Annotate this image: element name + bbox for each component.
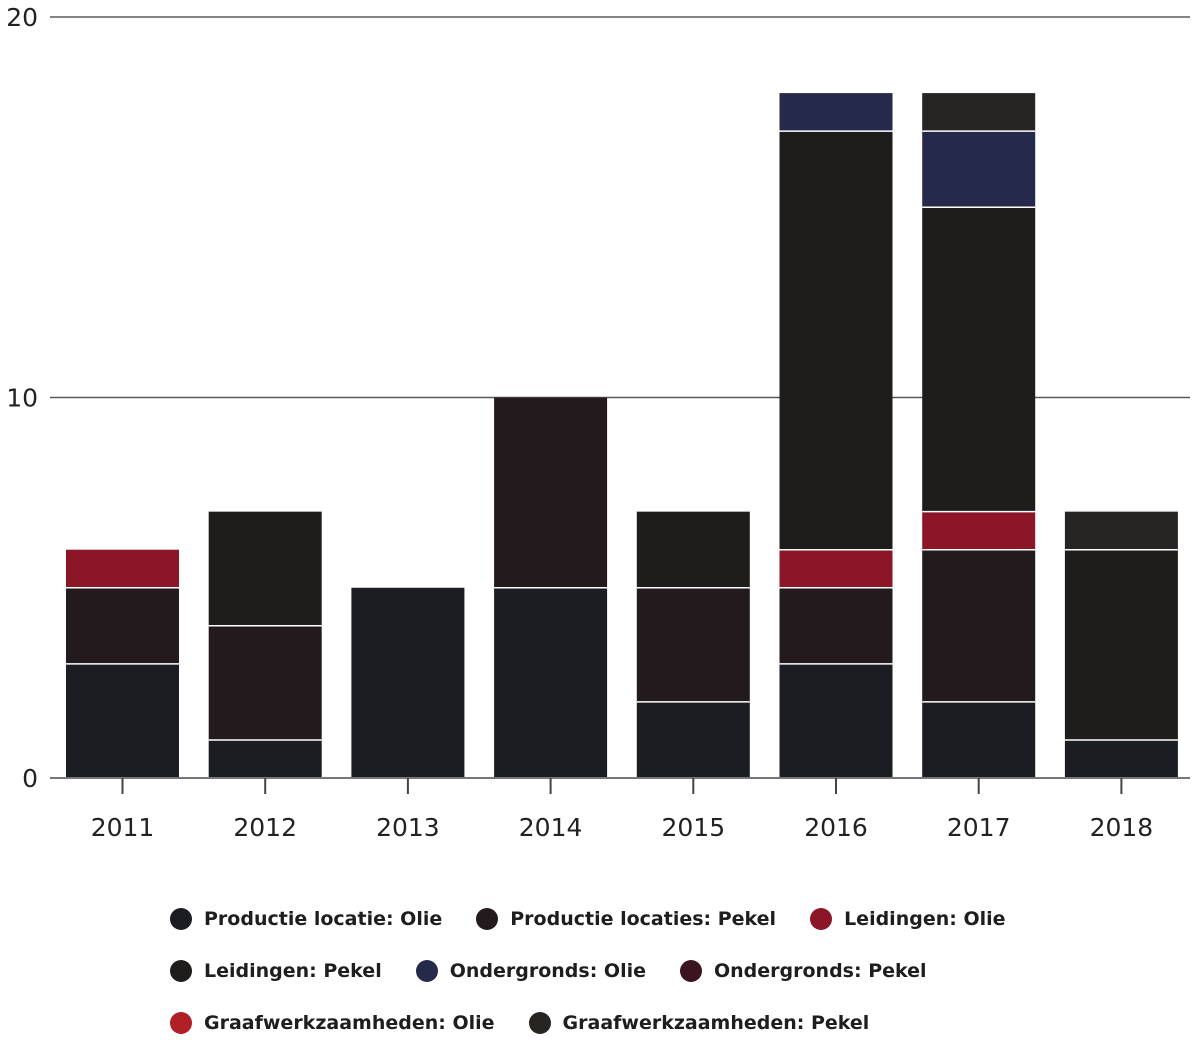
- legend-row: Graafwerkzaamheden: Olie Graafwerkzaamhed…: [170, 997, 1170, 1049]
- x-tick-label: 2018: [1090, 813, 1154, 842]
- legend-label: Leidingen: Olie: [844, 908, 1006, 930]
- bar-segment: [1064, 739, 1178, 778]
- legend: Productie locatie: Olie Productie locatie…: [170, 893, 1170, 1049]
- legend-item: Leidingen: Olie: [810, 908, 1006, 930]
- bar-segment: [208, 739, 322, 778]
- bar-segment: [922, 549, 1036, 702]
- y-tick-label: 20: [6, 3, 38, 32]
- legend-swatch: [170, 960, 192, 982]
- bar-segment: [779, 663, 893, 778]
- x-tick-label: 2012: [233, 813, 297, 842]
- bar-segment: [66, 663, 179, 778]
- bar-segment: [779, 549, 893, 588]
- legend-label: Graafwerkzaamheden: Olie: [204, 1012, 495, 1034]
- legend-swatch: [170, 908, 192, 930]
- legend-swatch: [680, 960, 702, 982]
- bar-segment: [494, 587, 608, 778]
- legend-swatch: [528, 1012, 551, 1034]
- bar-segment: [922, 93, 1036, 132]
- legend-label: Ondergronds: Pekel: [714, 960, 927, 982]
- legend-item: Productie locatie: Olie: [170, 908, 442, 930]
- legend-row: Leidingen: Pekel Ondergronds: Olie Ondergr…: [170, 945, 1170, 997]
- bar-segment: [636, 511, 750, 588]
- bar-segment: [1064, 511, 1178, 550]
- legend-label: Productie locaties: Pekel: [510, 908, 777, 930]
- stacked-bar-chart: 0 10 20 2011 2012 2013 2014 2015 2016 2017 2018: [6, 3, 1190, 842]
- x-axis-ticks: 2011 2012 2013 2014 2015 2016 2017 2018: [91, 778, 1154, 842]
- legend-item: Productie locaties: Pekel: [476, 908, 776, 930]
- bar-segment: [922, 511, 1036, 550]
- bar-segment: [636, 587, 750, 702]
- bar-segment: [922, 131, 1036, 208]
- bar-segment: [351, 587, 465, 778]
- bar-segment: [779, 93, 893, 132]
- legend-swatch: [170, 1012, 192, 1034]
- bar-segment: [922, 207, 1036, 512]
- y-tick-label: 10: [6, 384, 38, 413]
- legend-item: Graafwerkzaamheden: Olie: [170, 1012, 495, 1034]
- bar-segment: [66, 587, 179, 664]
- legend-label: Ondergronds: Olie: [449, 960, 646, 982]
- legend-label: Leidingen: Pekel: [204, 960, 382, 982]
- y-axis-ticks: 0 10 20: [6, 3, 38, 793]
- bar-segment: [1064, 549, 1178, 740]
- legend-row: Productie locatie: Olie Productie locatie…: [170, 893, 1170, 945]
- bar-segment: [779, 587, 893, 664]
- bar-segment: [494, 397, 608, 588]
- x-tick-label: 2017: [947, 813, 1011, 842]
- x-tick-label: 2011: [91, 813, 155, 842]
- legend-label: Graafwerkzaamheden: Pekel: [562, 1012, 870, 1034]
- bar-segment: [922, 701, 1036, 778]
- legend-label: Productie locatie: Olie: [204, 908, 443, 930]
- legend-item: Graafwerkzaamheden: Pekel: [528, 1012, 870, 1034]
- y-tick-label: 0: [22, 764, 38, 793]
- legend-item: Ondergronds: Olie: [415, 960, 646, 982]
- bars: [66, 93, 1178, 778]
- x-tick-label: 2016: [804, 813, 868, 842]
- bar-segment: [636, 701, 750, 778]
- legend-item: Ondergronds: Pekel: [680, 960, 927, 982]
- x-tick-label: 2015: [661, 813, 725, 842]
- x-tick-label: 2013: [376, 813, 440, 842]
- bar-segment: [208, 511, 322, 626]
- bar-segment: [208, 625, 322, 740]
- bar-segment: [779, 131, 893, 550]
- x-tick-label: 2014: [519, 813, 583, 842]
- legend-swatch: [810, 908, 833, 930]
- bar-segment: [66, 549, 179, 588]
- legend-item: Leidingen: Pekel: [170, 960, 382, 982]
- legend-swatch: [415, 960, 438, 982]
- legend-swatch: [476, 908, 499, 930]
